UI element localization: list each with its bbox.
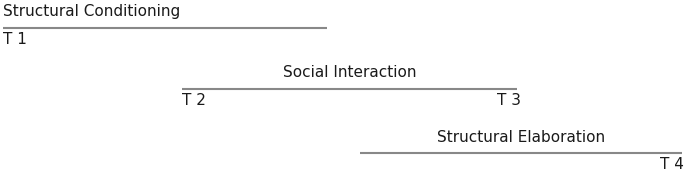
Text: T 4: T 4 xyxy=(660,157,684,172)
Text: Structural Elaboration: Structural Elaboration xyxy=(436,130,605,145)
Text: T 1: T 1 xyxy=(3,32,27,47)
Text: T 2: T 2 xyxy=(182,93,206,108)
Text: Structural Conditioning: Structural Conditioning xyxy=(3,4,181,19)
Text: Social Interaction: Social Interaction xyxy=(283,65,416,80)
Text: T 3: T 3 xyxy=(497,93,521,108)
